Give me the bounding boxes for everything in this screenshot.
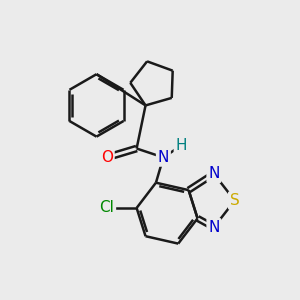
Text: S: S: [230, 193, 240, 208]
Text: Cl: Cl: [100, 200, 114, 215]
Text: N: N: [208, 166, 220, 181]
Text: O: O: [101, 150, 113, 165]
Text: H: H: [176, 138, 187, 153]
Text: N: N: [158, 150, 169, 165]
Text: N: N: [208, 220, 220, 235]
